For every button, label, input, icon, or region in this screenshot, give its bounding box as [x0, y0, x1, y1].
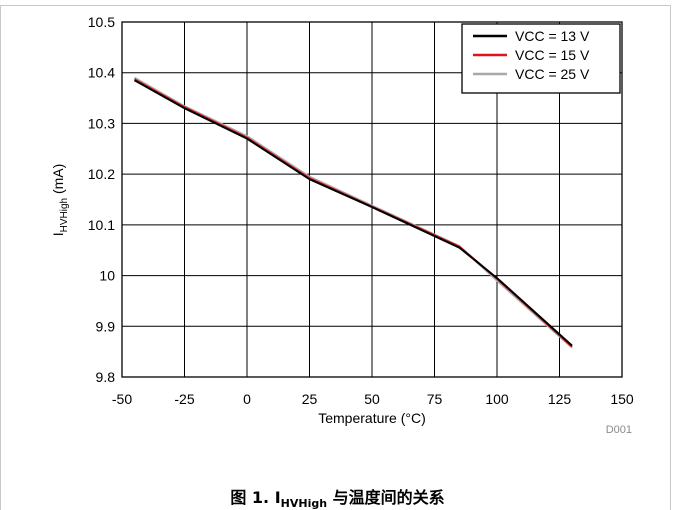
legend-label: VCC = 25 V [515, 66, 590, 82]
y-axis-label-unit: (mA) [50, 164, 66, 198]
series-line [134, 78, 573, 348]
figure-code: D001 [606, 424, 632, 436]
x-axis-label: Temperature (°C) [318, 410, 426, 426]
figure-frame-right [670, 5, 671, 510]
x-tick-label: 100 [485, 391, 509, 407]
x-tick-label: 0 [243, 391, 251, 407]
y-tick-label: 10.1 [88, 217, 115, 233]
legend: VCC = 13 V VCC = 15 V VCC = 25 V [461, 23, 621, 94]
y-tick-label: 10.2 [88, 166, 115, 182]
x-tick-label: 50 [364, 391, 380, 407]
x-tick-label: -50 [112, 391, 132, 407]
x-tick-label: 125 [548, 391, 572, 407]
y-tick-label: 10.5 [88, 14, 115, 30]
figure-frame-left [0, 5, 1, 510]
y-axis-label-subscript: HVHigh [59, 198, 70, 232]
caption-subscript: HVHigh [280, 497, 328, 510]
y-tick-label: 10.3 [88, 115, 115, 131]
x-tick-label: 25 [302, 391, 318, 407]
legend-label: VCC = 13 V [515, 28, 590, 44]
x-tick-label: -25 [174, 391, 194, 407]
y-tick-label: 10 [99, 268, 115, 284]
figure-caption: 图 1. IHVHigh 与温度间的关系 [0, 484, 675, 510]
y-axis-label: IHVHigh (mA) [50, 164, 70, 237]
plot-area-border [121, 21, 623, 378]
figure-frame-top [0, 5, 670, 6]
line-chart: -50 -25 0 25 50 75 100 125 150 9.8 9.9 10 10.1 10.2 10… [50, 14, 634, 436]
y-tick-label: 9.8 [96, 369, 116, 385]
series-line [134, 76, 573, 349]
tick-labels: -50 -25 0 25 50 75 100 125 150 9.8 9.9 10 10.1 10.2 10… [88, 14, 634, 407]
series-line [134, 79, 573, 347]
x-tick-label: 75 [427, 391, 443, 407]
y-axis-label-main: I [50, 232, 66, 236]
series-lines [134, 76, 573, 349]
caption-prefix: 图 1. I [230, 488, 281, 507]
y-tick-label: 10.4 [88, 65, 115, 81]
caption-suffix: 与温度间的关系 [327, 488, 445, 507]
x-tick-label: 150 [610, 391, 634, 407]
legend-label: VCC = 15 V [515, 47, 590, 63]
y-tick-label: 9.9 [96, 318, 116, 334]
